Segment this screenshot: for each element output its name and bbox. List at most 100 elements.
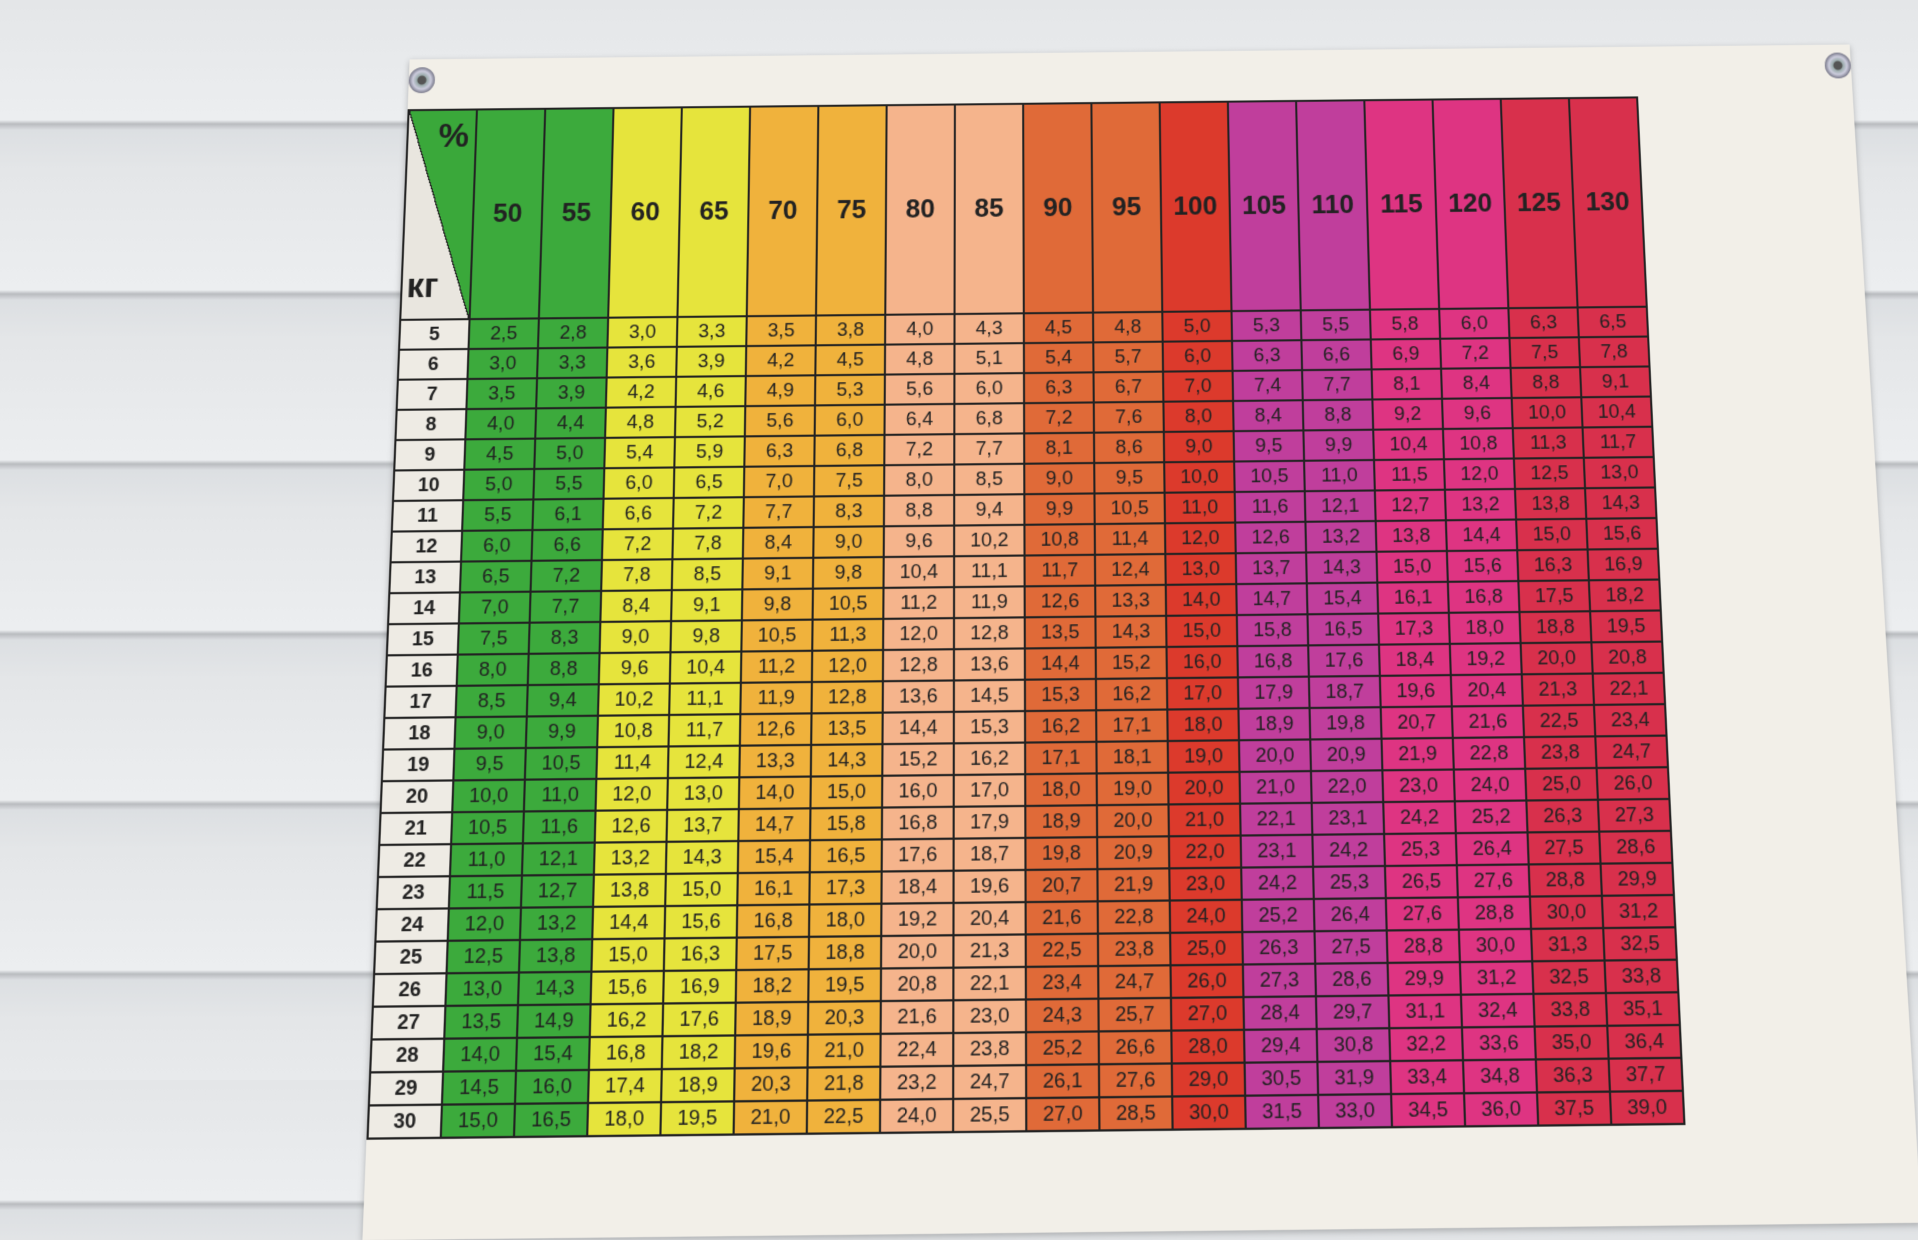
dose-cell: 7,2 (673, 497, 744, 528)
dose-cell: 8,0 (457, 654, 529, 686)
dose-cell: 28,8 (1529, 864, 1602, 897)
dose-cell: 28,0 (1171, 1030, 1244, 1064)
dose-cell: 6,6 (1301, 339, 1371, 370)
dose-cell: 22,1 (953, 967, 1026, 1000)
dose-cell: 24,7 (1595, 736, 1668, 768)
dose-cell: 15,8 (1237, 614, 1308, 646)
dose-cell: 3,5 (466, 378, 537, 409)
dose-cell: 12,7 (521, 875, 594, 908)
dose-cell: 11,1 (954, 556, 1025, 588)
dose-cell: 37,7 (1609, 1058, 1683, 1092)
dose-cell: 12,7 (1375, 490, 1446, 521)
dose-cell: 6,5 (1578, 307, 1649, 338)
dose-cell: 28,5 (1099, 1097, 1172, 1131)
dose-cell: 31,2 (1460, 961, 1534, 994)
kg-row-label: 11 (392, 500, 463, 531)
dose-cell: 24,2 (1383, 801, 1456, 834)
dose-cell: 9,4 (527, 684, 599, 716)
dose-cell: 8,1 (1024, 433, 1094, 464)
dose-cell: 8,4 (743, 527, 814, 558)
dose-cell: 28,6 (1315, 963, 1388, 996)
dose-cell: 4,2 (606, 377, 676, 408)
kg-row-label: 18 (383, 717, 455, 749)
kg-row-label: 17 (384, 686, 456, 718)
dose-cell: 7,8 (672, 528, 743, 559)
dose-cell: 2,5 (469, 318, 539, 349)
dose-cell: 23,0 (1169, 868, 1241, 901)
dose-cell: 22,4 (880, 1033, 953, 1067)
dose-cell: 6,0 (461, 530, 532, 561)
dose-cell: 9,5 (1234, 430, 1304, 461)
dose-cell: 26,1 (1026, 1064, 1099, 1098)
dose-cell: 26,3 (1526, 800, 1599, 833)
dose-cell: 14,3 (1095, 616, 1166, 648)
dose-cell: 18,9 (1025, 805, 1097, 838)
kg-row-label: 13 (389, 562, 461, 594)
dose-cell: 20,0 (1239, 739, 1311, 771)
dose-cell: 6,6 (532, 529, 603, 560)
dose-cell: 8,8 (884, 495, 954, 526)
dose-cell: 20,0 (1097, 804, 1169, 837)
dose-cell: 17,6 (882, 839, 954, 872)
dose-cell: 25,0 (1525, 768, 1598, 801)
dose-cell: 22,5 (807, 1100, 880, 1134)
dose-cell: 33,4 (1390, 1060, 1464, 1094)
percent-column-header: 85 (955, 104, 1024, 314)
dose-cell: 4,5 (815, 345, 885, 376)
dose-cell: 5,4 (604, 437, 675, 468)
dose-cell: 16,3 (664, 938, 737, 971)
dose-cell: 15,6 (665, 905, 738, 938)
dose-cell: 9,5 (1094, 462, 1164, 493)
dose-cell: 14,3 (811, 744, 883, 776)
dose-cell: 4,5 (1024, 313, 1093, 344)
dose-cell: 6,3 (744, 436, 814, 467)
dose-cell: 18,2 (736, 969, 809, 1002)
dose-cell: 7,7 (954, 433, 1024, 464)
dose-cell: 19,8 (1310, 707, 1382, 739)
dose-cell: 36,3 (1536, 1059, 1610, 1093)
dose-cell: 21,0 (1168, 804, 1240, 837)
dose-cell: 14,7 (738, 808, 810, 841)
kg-row-label: 25 (374, 941, 448, 974)
dose-cell: 21,0 (1240, 771, 1312, 804)
percent-column-header: 80 (885, 105, 955, 315)
dose-cell: 16,8 (589, 1036, 663, 1070)
dose-cell: 7,5 (458, 623, 530, 655)
dose-cell: 10,4 (1373, 429, 1444, 460)
dose-cell: 11,3 (812, 619, 883, 651)
dose-cell: 8,0 (1163, 401, 1233, 432)
dose-cell: 31,3 (1531, 928, 1605, 961)
dose-cell: 15,0 (591, 938, 664, 971)
dose-cell: 11,9 (740, 682, 812, 714)
dose-cell: 3,6 (607, 347, 677, 378)
dose-cell: 8,4 (1233, 400, 1303, 431)
dose-cell: 4,8 (605, 407, 675, 438)
percent-column-header: 70 (747, 106, 819, 316)
dose-cell: 7,8 (601, 559, 672, 591)
dose-cell: 27,0 (1026, 1097, 1099, 1131)
dose-cell: 5,3 (815, 375, 885, 406)
dose-cell: 25,7 (1098, 998, 1171, 1032)
dose-cell: 30,5 (1245, 1062, 1319, 1096)
dose-cell: 16,5 (514, 1103, 588, 1137)
dose-cell: 13,8 (519, 939, 592, 972)
kg-row-label: 21 (379, 812, 452, 845)
dose-cell: 9,5 (453, 748, 525, 780)
dose-cell: 18,0 (1449, 612, 1521, 644)
dose-cell: 19,5 (660, 1101, 734, 1135)
dose-cell: 8,4 (600, 590, 671, 622)
kg-row-label: 5 (399, 319, 470, 350)
dose-cell: 6,0 (1439, 308, 1509, 339)
dose-cell: 15,4 (1307, 583, 1378, 615)
dose-cell: 21,6 (881, 1000, 954, 1034)
dose-cell: 14,3 (666, 841, 738, 874)
dose-cell: 14,9 (517, 1004, 591, 1038)
dose-cell: 6,0 (954, 373, 1024, 404)
dose-cell: 20,4 (953, 902, 1025, 935)
dose-cell: 32,4 (1461, 994, 1535, 1028)
dose-cell: 25,5 (953, 1098, 1026, 1132)
dose-cell: 17,9 (1238, 677, 1310, 709)
dose-cell: 24,0 (1454, 769, 1527, 802)
dose-cell: 30,0 (1459, 929, 1532, 962)
dose-cell: 16,9 (1588, 549, 1660, 581)
